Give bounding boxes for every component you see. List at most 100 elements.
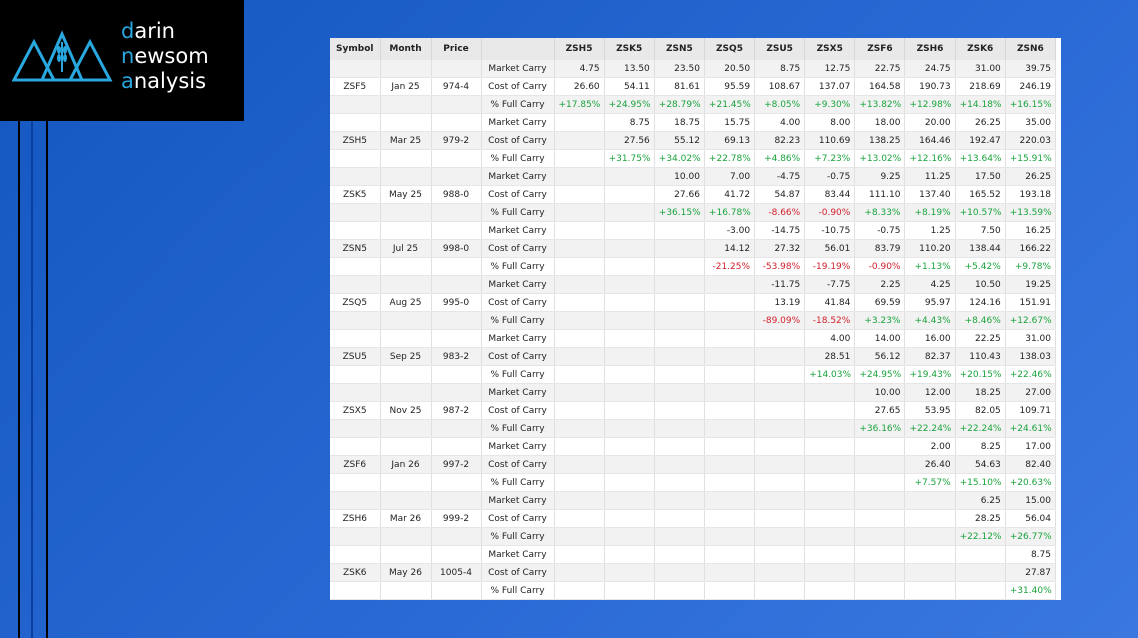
value-cell: 8.75 [1005,545,1057,564]
value-cell [554,221,605,240]
value-cell: 193.18 [1005,185,1057,204]
value-cell: -11.75 [754,275,806,294]
column-header: ZSH5 [554,38,605,60]
table-row: ZSX5 Nov 25 987-2 Cost of Carry 27.65 53.95 82… [330,401,1057,420]
month-cell [380,419,432,438]
value-cell [554,149,605,168]
value-cell: 4.00 [754,113,806,132]
month-cell [380,491,432,510]
value-cell [804,509,856,528]
decor-line [31,121,33,638]
value-cell: 166.22 [1005,239,1057,258]
symbol-cell [330,167,381,186]
value-cell: 220.03 [1005,131,1057,150]
value-cell: +8.19% [904,203,956,222]
value-cell: 35.00 [1005,113,1057,132]
value-cell [754,419,806,438]
symbol-cell: ZSX5 [330,401,381,420]
table-row: % Full Carry +17.85% +24.95% +28.79% +21.45%… [330,95,1057,114]
value-cell: -4.75 [754,167,806,186]
value-cell: 11.25 [904,167,956,186]
value-cell [554,347,605,366]
row-label: % Full Carry [481,311,555,330]
value-cell: 151.91 [1005,293,1057,312]
value-cell: +22.78% [704,149,756,168]
price-cell [431,149,482,168]
value-cell: 54.87 [754,185,806,204]
value-cell: 56.12 [854,347,906,366]
column-header: Month [380,38,432,60]
value-cell: +19.43% [904,365,956,384]
table-row: % Full Carry +36.15% +16.78% -8.66% -0.90% +8… [330,203,1057,222]
symbol-cell [330,383,381,402]
value-cell [654,473,705,492]
value-cell: -89.09% [754,311,806,330]
row-label: Market Carry [481,275,555,294]
value-cell: +28.79% [654,95,705,114]
month-cell [380,95,432,114]
value-cell: 14.00 [854,329,906,348]
value-cell: 56.01 [804,239,856,258]
value-cell: +13.59% [1005,203,1057,222]
symbol-cell: ZSF6 [330,455,381,474]
value-cell [754,527,806,546]
value-cell: 7.00 [704,167,756,186]
value-cell: -18.52% [804,311,856,330]
value-cell: 24.75 [904,60,956,78]
value-cell: 28.51 [804,347,856,366]
value-cell: 20.00 [904,113,956,132]
value-cell [604,347,655,366]
value-cell [654,293,705,312]
value-cell: -0.90% [804,203,856,222]
column-header: Price [431,38,482,60]
value-cell: +8.05% [754,95,806,114]
value-cell [654,257,705,276]
table-row: % Full Carry +14.03% +24.95% +19.43% +20.15%… [330,365,1057,384]
month-cell: Mar 25 [380,131,432,150]
row-label: Market Carry [481,437,555,456]
value-cell [854,473,906,492]
value-cell: +24.95% [854,365,906,384]
value-cell [604,455,655,474]
value-cell: +36.16% [854,419,906,438]
value-cell: -0.75 [804,167,856,186]
row-label: % Full Carry [481,149,555,168]
symbol-cell [330,419,381,438]
value-cell: 27.56 [604,131,655,150]
table-row: ZSF5 Jan 25 974-4 Cost of Carry 26.60 54.11 81… [330,77,1057,96]
value-cell: -8.66% [754,203,806,222]
price-cell [431,473,482,492]
value-cell: +22.46% [1005,365,1057,384]
row-label: Market Carry [481,113,555,132]
value-cell [554,473,605,492]
value-cell [754,545,806,564]
value-cell: 8.75 [604,113,655,132]
value-cell [704,455,756,474]
value-cell: 2.00 [904,437,956,456]
value-cell: 4.00 [804,329,856,348]
row-label: Market Carry [481,383,555,402]
value-cell [604,527,655,546]
symbol-cell [330,257,381,276]
value-cell [654,311,705,330]
value-cell: 12.00 [904,383,956,402]
value-cell [754,473,806,492]
value-cell: 4.75 [554,60,605,78]
value-cell [804,527,856,546]
value-cell: 22.75 [854,60,906,78]
value-cell: +15.10% [955,473,1006,492]
price-cell: 974-4 [431,77,482,96]
value-cell: +12.16% [904,149,956,168]
value-cell [654,383,705,402]
value-cell [704,365,756,384]
row-label: Cost of Carry [481,77,555,96]
value-cell: +34.02% [654,149,705,168]
value-cell: 9.25 [854,167,906,186]
row-label: Cost of Carry [481,563,555,582]
value-cell [554,455,605,474]
value-cell: 17.00 [1005,437,1057,456]
value-cell: -3.00 [704,221,756,240]
value-cell: 27.32 [754,239,806,258]
value-cell: 16.00 [904,329,956,348]
value-cell: 41.72 [704,185,756,204]
